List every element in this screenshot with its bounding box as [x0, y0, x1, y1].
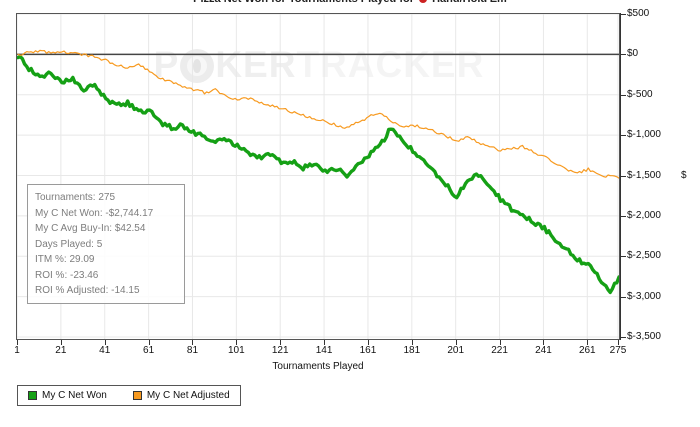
- legend-color-swatch: [132, 391, 142, 400]
- x-tick-mark: [587, 340, 589, 345]
- x-tick-mark: [618, 340, 619, 345]
- legend-label: My C Net Won: [42, 390, 107, 401]
- stats-line: ITM %: 29.09: [35, 254, 95, 265]
- y-tick-label: $-1,000: [627, 129, 661, 141]
- y-tick-label: $-3,000: [627, 290, 661, 302]
- legend-color-swatch: [28, 391, 37, 400]
- x-tick-label: 161: [359, 345, 377, 356]
- x-tick-mark: [543, 340, 545, 345]
- y-tick-mark: [620, 54, 626, 56]
- stats-summary-box: Tournaments: 275 My C Net Won: -$2,744.17…: [27, 184, 185, 304]
- stats-line: ROI % Adjusted: -14.15: [35, 285, 140, 296]
- x-tick-mark: [324, 340, 326, 345]
- legend-item[interactable]: My C Net Adjusted: [132, 390, 230, 401]
- stats-line: My C Net Won: -$2,744.17: [35, 207, 154, 219]
- x-tick-mark: [411, 340, 413, 345]
- x-tick-mark: [17, 340, 18, 345]
- red-chip-icon: [419, 0, 428, 3]
- y-axis-line: [620, 13, 621, 340]
- y-tick-mark: [620, 175, 626, 177]
- chart-title-text-after: Hand/Hold'Em: [432, 0, 507, 5]
- y-axis-title: $: [681, 170, 687, 181]
- x-tick-mark: [280, 340, 282, 345]
- x-tick-mark: [60, 340, 62, 345]
- y-tick-mark: [620, 215, 626, 217]
- stats-line: ROI %: -23.46: [35, 269, 99, 281]
- y-tick-mark: [620, 337, 626, 338]
- x-tick-mark: [236, 340, 238, 345]
- x-tick-label: 41: [99, 345, 111, 356]
- x-tick-mark: [499, 340, 501, 345]
- x-tick-label: 201: [447, 345, 465, 356]
- chart-title: Pizza Net Won for Tournaments Played for…: [0, 0, 700, 5]
- x-tick-label: 261: [578, 345, 596, 356]
- y-tick-mark: [620, 296, 626, 298]
- y-tick-mark: [620, 14, 626, 15]
- x-tick-label: 141: [315, 345, 333, 356]
- x-axis-title: Tournaments Played: [272, 361, 364, 372]
- chart-legend: My C Net Won My C Net Adjusted: [17, 385, 241, 406]
- x-tick-mark: [148, 340, 150, 345]
- y-tick-label: $500: [627, 8, 650, 19]
- y-tick-label: $-3,500: [627, 331, 661, 342]
- x-tick-label: 61: [143, 345, 155, 356]
- x-tick-mark: [192, 340, 194, 345]
- x-tick-mark: [104, 340, 106, 345]
- x-tick-label: 241: [535, 345, 552, 356]
- y-tick-label: $-500: [627, 88, 653, 100]
- y-tick-label: $-1,500: [627, 169, 661, 181]
- x-tick-label: 221: [491, 345, 508, 356]
- x-tick-label: 181: [403, 345, 421, 356]
- x-tick-label: 121: [271, 345, 289, 356]
- x-tick-mark: [367, 340, 369, 345]
- y-tick-label: $-2,500: [627, 250, 661, 262]
- stats-line: Days Played: 5: [35, 238, 103, 250]
- x-tick-label: 21: [55, 345, 67, 356]
- x-tick-label: 1: [14, 345, 20, 356]
- x-tick-label: 81: [186, 345, 199, 356]
- x-tick-mark: [455, 340, 457, 345]
- y-tick-mark: [620, 135, 626, 137]
- chart-title-text-before: Pizza Net Won for Tournaments Played for: [193, 0, 414, 5]
- stats-line: Tournaments: 275: [35, 192, 116, 203]
- y-tick-label: $-2,000: [627, 209, 661, 221]
- legend-item[interactable]: My C Net Won: [28, 390, 107, 401]
- y-tick-mark: [620, 256, 626, 258]
- legend-label: My C Net Adjusted: [146, 390, 230, 401]
- x-tick-label: 101: [227, 345, 245, 356]
- x-tick-label: 275: [609, 345, 627, 356]
- y-tick-mark: [620, 94, 626, 96]
- y-tick-label: $0: [627, 48, 639, 60]
- stats-line: My C Avg Buy-In: $42.54: [35, 223, 146, 234]
